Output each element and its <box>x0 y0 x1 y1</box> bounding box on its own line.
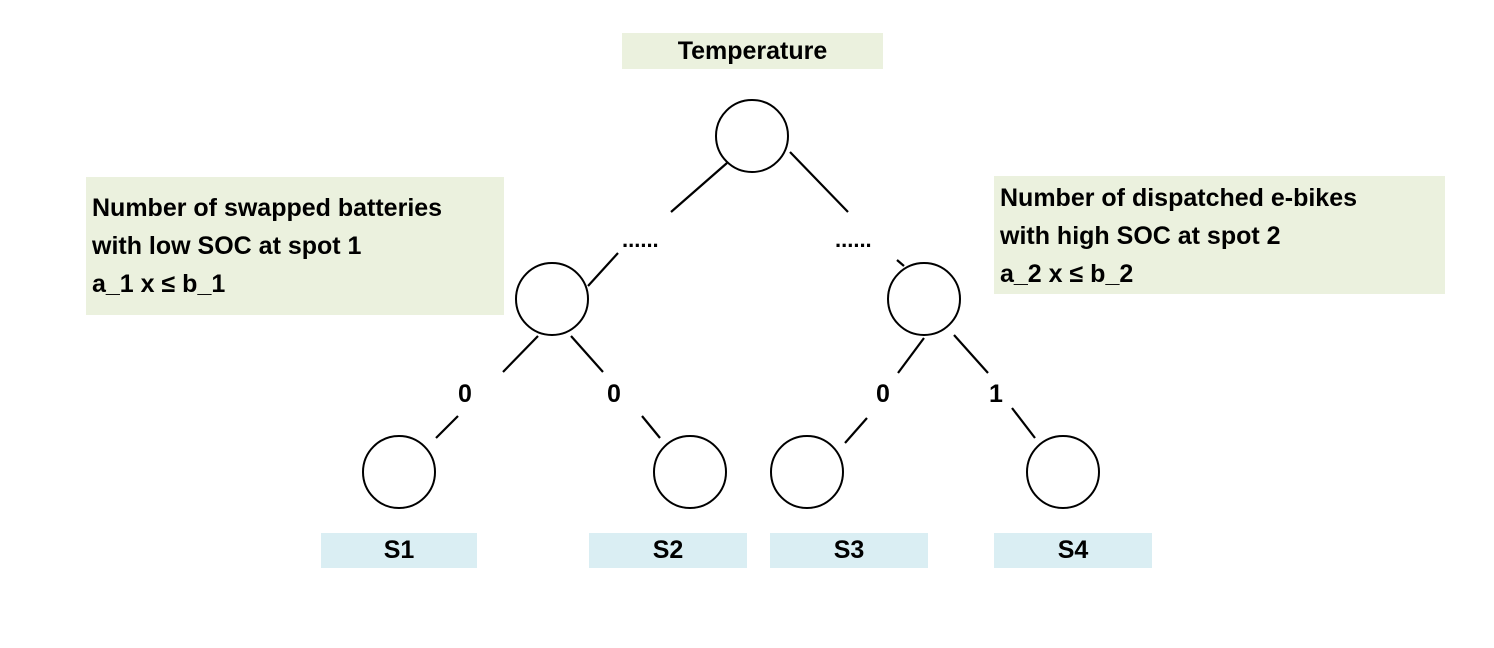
right-split-line-1: Number of dispatched e-bikes <box>1000 184 1358 212</box>
leaf-box-s2: S2 <box>589 533 747 568</box>
leaf-label-s1: S1 <box>383 536 415 564</box>
leaf-node-s1 <box>362 435 436 509</box>
edge-label-s2: 0 <box>607 380 621 408</box>
leaf-node-s2 <box>653 435 727 509</box>
right-split-line-2: with high SOC at spot 2 <box>1000 222 1281 250</box>
edge-dots-right-to-node <box>896 259 905 267</box>
leaf-node-s4 <box>1026 435 1100 509</box>
edge-left-node-to-s1-lower <box>435 415 459 439</box>
root-node <box>715 99 789 173</box>
right-split-condition: a_2 x ≤ b_2 <box>1000 260 1134 288</box>
edge-label-s3: 0 <box>876 380 890 408</box>
edge-right-node-to-s4-upper <box>953 334 989 374</box>
ellipsis-right: ...... <box>835 227 872 252</box>
root-feature-box: Temperature <box>622 33 883 69</box>
left-split-node <box>515 262 589 336</box>
edge-left-node-to-s2-upper <box>570 335 604 373</box>
leaf-label-s2: S2 <box>652 536 684 564</box>
leaf-box-s3: S3 <box>770 533 928 568</box>
left-split-box: Number of swapped batteries with low SOC… <box>86 177 504 315</box>
ellipsis-left: ...... <box>622 227 659 252</box>
left-split-line-1: Number of swapped batteries <box>92 194 443 222</box>
right-split-node <box>887 262 961 336</box>
leaf-node-s3 <box>770 435 844 509</box>
leaf-label-s3: S3 <box>833 536 865 564</box>
left-split-condition: a_1 x ≤ b_1 <box>92 270 226 298</box>
edge-right-node-to-s3-upper <box>897 337 925 374</box>
root-feature-label: Temperature <box>677 36 828 65</box>
leaf-box-s4: S4 <box>994 533 1152 568</box>
edge-label-s4: 1 <box>989 380 1003 408</box>
edge-right-node-to-s3-lower <box>844 417 868 444</box>
edge-root-right <box>789 151 849 213</box>
right-split-box: Number of dispatched e-bikes with high S… <box>994 176 1445 294</box>
edge-left-node-to-s1-upper <box>502 335 539 373</box>
leaf-label-s4: S4 <box>1057 536 1089 564</box>
edge-root-left <box>670 162 728 213</box>
edge-dots-left-to-node <box>587 252 619 287</box>
edge-label-s1: 0 <box>458 380 472 408</box>
left-split-line-2: with low SOC at spot 1 <box>92 232 362 260</box>
edge-left-node-to-s2-lower <box>641 415 661 439</box>
edge-right-node-to-s4-lower <box>1011 407 1036 439</box>
leaf-box-s1: S1 <box>321 533 477 568</box>
